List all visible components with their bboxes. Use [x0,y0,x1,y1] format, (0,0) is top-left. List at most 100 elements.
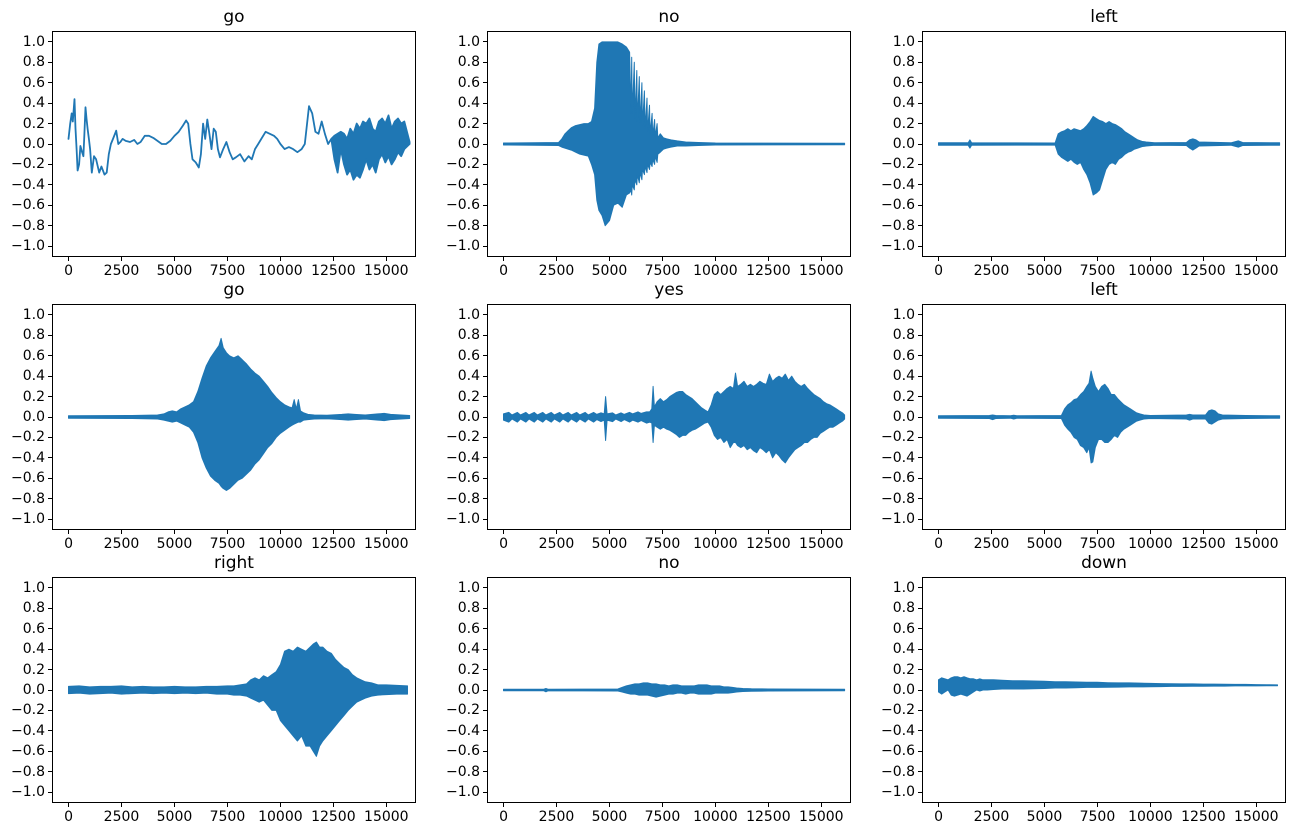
y-tick-label: 0.6 [22,620,45,637]
x-tick-label: 15000 [1234,809,1279,825]
y-tick-mark [918,730,922,732]
y-tick-mark [918,498,922,500]
y-tick-mark [48,648,52,650]
subplot-title: go [223,280,245,300]
y-tick-label: 1.0 [457,33,480,50]
x-tick-mark [120,803,122,807]
x-tick-label: 15000 [364,263,409,279]
subplot-title: no [658,7,680,27]
y-tick-mark [483,314,487,316]
x-tick-label: 2500 [103,263,140,279]
y-tick-mark [918,750,922,752]
y-tick-label: 0.6 [892,74,915,91]
axes-box [487,304,851,530]
y-tick-mark [918,628,922,630]
x-tick-mark [68,530,70,534]
axes-box [52,304,416,530]
x-tick-label: 2500 [538,536,575,552]
y-tick-mark [918,334,922,336]
y-tick-label: 0.0 [457,682,480,698]
y-tick-label: −0.4 [446,176,480,193]
x-tick-label: 10000 [693,263,738,279]
y-tick-label: 0.8 [22,327,45,344]
y-tick-label: −0.8 [11,217,45,234]
y-tick-label: 0.4 [22,95,45,112]
axes-box [52,577,416,803]
x-tick-label: 12500 [311,263,356,279]
y-tick-mark [483,587,487,589]
y-tick-mark [918,689,922,691]
y-tick-label: 0.4 [22,368,45,385]
y-tick-label: −0.4 [881,176,915,193]
y-tick-mark [918,41,922,43]
y-tick-label: 0.0 [22,682,45,698]
y-tick-mark [48,41,52,43]
y-tick-mark [918,457,922,459]
y-tick-mark [48,163,52,165]
y-tick-mark [918,204,922,206]
y-tick-mark [48,457,52,459]
y-tick-label: 0.6 [892,347,915,364]
y-tick-label: 0.2 [892,115,915,132]
y-tick-mark [483,41,487,43]
y-tick-label: 0.2 [892,661,915,678]
y-tick-mark [483,355,487,357]
y-tick-mark [48,587,52,589]
y-tick-mark [48,709,52,711]
x-tick-label: 15000 [799,263,844,279]
x-tick-mark [173,803,175,807]
y-tick-mark [48,143,52,145]
waveform-path [938,676,1278,697]
subplot-title: yes [654,280,684,300]
axes-box [487,31,851,257]
y-tick-mark [483,771,487,773]
y-tick-mark [48,82,52,84]
axes-spines [487,577,851,803]
x-tick-label: 7500 [209,809,246,825]
y-tick-mark [48,184,52,186]
x-tick-label: 7500 [644,536,681,552]
y-tick-label: −1.0 [446,238,480,255]
y-tick-label: −0.2 [11,702,45,719]
waveform [52,304,416,530]
y-tick-mark [483,143,487,145]
subplot-1-no: no 0 2500 5000 7500 10000 12500 15000 1.0 0.8 0.6… [446,8,851,279]
x-tick-label: 5000 [1026,809,1063,825]
y-tick-label: 0.8 [892,327,915,344]
y-tick-label: −0.6 [446,743,480,760]
x-tick-label: 12500 [1181,536,1226,552]
y-tick-mark [48,314,52,316]
x-tick-label: 7500 [644,263,681,279]
y-tick-label: 0.8 [457,600,480,617]
x-tick-label: 12500 [1181,263,1226,279]
y-tick-mark [918,791,922,793]
axes-box [922,577,1286,803]
x-tick-label: 7500 [1079,263,1116,279]
x-tick-mark [938,257,940,261]
y-tick-label: 1.0 [457,579,480,596]
x-tick-mark [608,257,610,261]
x-tick-label: 15000 [799,809,844,825]
y-tick-mark [48,750,52,752]
y-tick-label: 1.0 [22,579,45,596]
y-tick-label: 0.4 [457,641,480,658]
y-tick-mark [918,587,922,589]
x-tick-label: 15000 [1234,263,1279,279]
x-tick-mark [173,257,175,261]
x-tick-mark [820,803,822,807]
y-tick-mark [483,791,487,793]
y-tick-label: −1.0 [446,784,480,801]
axes-spines [487,304,851,530]
y-tick-mark [918,607,922,609]
x-tick-mark [1096,257,1098,261]
x-tick-label: 15000 [364,809,409,825]
y-tick-label: −1.0 [881,511,915,528]
y-tick-mark [483,225,487,227]
waveform-path [503,682,846,698]
y-tick-label: −0.4 [11,722,45,739]
y-tick-mark [483,457,487,459]
y-tick-mark [918,648,922,650]
y-tick-mark [483,477,487,479]
x-tick-mark [1043,530,1045,534]
subplot-8-down: down 0 2500 5000 7500 10000 12500 15000 1.0 0.8 0… [881,554,1286,825]
